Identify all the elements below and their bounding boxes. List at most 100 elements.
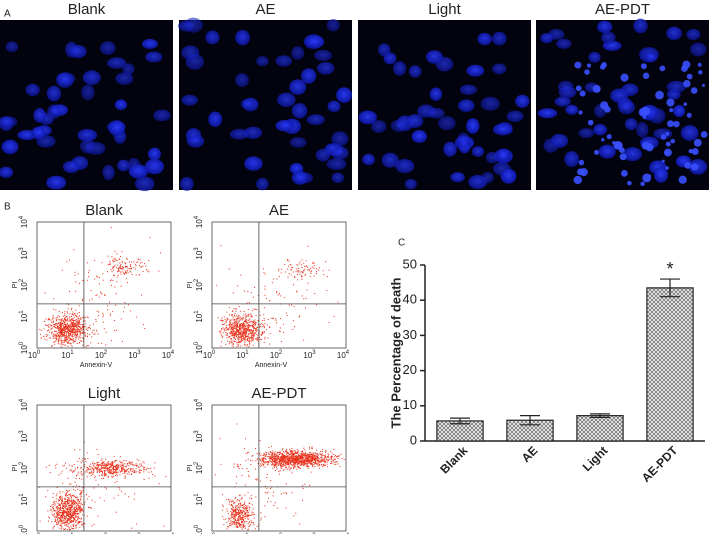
event-dot	[46, 467, 47, 468]
event-dot	[135, 264, 136, 265]
event-dot	[301, 460, 302, 461]
event-dot	[289, 456, 290, 457]
event-dot	[80, 493, 81, 494]
event-dot	[98, 311, 99, 312]
event-dot	[62, 318, 63, 319]
event-dot	[285, 451, 286, 452]
event-dot	[93, 466, 94, 467]
event-dot	[79, 510, 80, 511]
y-tick-label: 30	[403, 327, 417, 342]
event-dot	[289, 273, 290, 274]
event-dot	[229, 321, 230, 322]
event-dot	[89, 466, 90, 467]
event-dot	[280, 470, 281, 471]
event-dot	[337, 302, 338, 303]
event-dot	[107, 468, 108, 469]
event-dot	[232, 324, 233, 325]
event-dot	[64, 313, 65, 314]
event-dot	[264, 320, 265, 321]
event-dot	[267, 325, 268, 326]
nucleus	[412, 130, 427, 143]
event-dot	[136, 463, 137, 464]
event-dot	[126, 466, 127, 467]
event-dot	[68, 342, 69, 343]
event-dot	[81, 524, 82, 525]
event-dot	[68, 308, 69, 309]
event-dot	[49, 332, 50, 333]
event-dot	[148, 260, 149, 261]
event-dot	[233, 337, 234, 338]
event-dot	[242, 522, 243, 523]
event-dot	[70, 517, 71, 518]
event-dot	[291, 473, 292, 474]
event-dot	[238, 317, 239, 318]
event-dot	[92, 330, 93, 331]
event-dot	[270, 456, 271, 457]
event-dot	[84, 458, 85, 459]
event-dot	[102, 463, 103, 464]
event-dot	[243, 323, 244, 324]
event-dot	[248, 334, 249, 335]
event-dot	[93, 524, 94, 525]
event-dot	[139, 471, 140, 472]
event-dot	[309, 269, 310, 270]
event-dot	[306, 461, 307, 462]
event-dot	[53, 497, 54, 498]
event-dot	[233, 518, 234, 519]
event-dot	[121, 286, 122, 287]
event-dot	[243, 318, 244, 319]
event-dot	[306, 265, 307, 266]
event-dot	[235, 316, 236, 317]
event-dot	[95, 463, 96, 464]
event-dot	[82, 504, 83, 505]
apoptotic-body	[666, 142, 671, 147]
event-dot	[65, 345, 66, 346]
event-dot	[67, 323, 68, 324]
event-dot	[255, 324, 256, 325]
event-dot	[80, 332, 81, 333]
event-dot	[285, 463, 286, 464]
event-dot	[309, 461, 310, 462]
events	[39, 441, 166, 530]
event-dot	[240, 464, 241, 465]
event-dot	[63, 320, 64, 321]
nucleus	[290, 137, 307, 148]
event-dot	[111, 469, 112, 470]
event-dot	[236, 522, 237, 523]
event-dot	[325, 462, 326, 463]
x-tick-label: 104	[337, 350, 350, 361]
event-dot	[264, 342, 265, 343]
event-dot	[67, 511, 68, 512]
event-dot	[76, 497, 77, 498]
event-dot	[240, 319, 241, 320]
nucleus	[405, 179, 417, 190]
event-dot	[49, 465, 50, 466]
event-dot	[232, 517, 233, 518]
event-dot	[249, 498, 250, 499]
tick-exponent: 4	[19, 215, 25, 219]
event-dot	[223, 524, 224, 525]
event-dot	[242, 338, 243, 339]
event-dot	[125, 263, 126, 264]
event-dot	[58, 499, 59, 500]
event-dot	[264, 323, 265, 324]
event-dot	[243, 328, 244, 329]
y-tick-label: 104	[194, 215, 205, 228]
event-dot	[286, 468, 287, 469]
event-dot	[312, 460, 313, 461]
event-dot	[290, 468, 291, 469]
event-dot	[99, 283, 100, 284]
event-dot	[105, 487, 106, 488]
nucleus	[291, 46, 304, 60]
event-dot	[56, 336, 57, 337]
event-dot	[262, 324, 263, 325]
event-dot	[71, 512, 72, 513]
event-dot	[322, 449, 323, 450]
event-dot	[67, 508, 68, 509]
event-dot	[64, 505, 65, 506]
event-dot	[94, 477, 95, 478]
event-dot	[118, 495, 119, 496]
event-dot	[237, 518, 238, 519]
tick-exponent: 2	[104, 350, 108, 356]
apoptotic-body	[701, 131, 708, 138]
